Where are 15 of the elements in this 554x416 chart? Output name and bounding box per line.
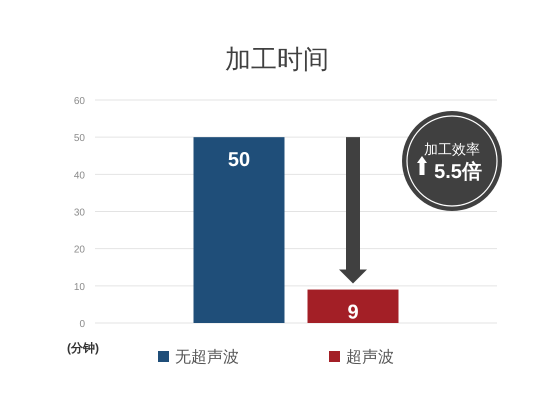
y-tick-label: 0 xyxy=(79,319,86,330)
legend-label: 无超声波 xyxy=(175,348,239,366)
y-axis-title: (分钟) xyxy=(67,341,99,355)
data-label: 50 xyxy=(228,149,250,172)
y-tick-label: 50 xyxy=(74,133,86,144)
y-tick-label: 30 xyxy=(74,208,86,218)
y-tick-label: 60 xyxy=(74,96,86,107)
y-tick-label: 10 xyxy=(74,282,86,293)
annotation: 加工效率 xyxy=(424,141,480,157)
y-tick-label: 20 xyxy=(74,244,86,256)
data-label: 9 xyxy=(347,302,359,324)
legend-label: 超声波 xyxy=(346,348,394,366)
y-tick-label: 40 xyxy=(74,170,86,182)
annotation: 5.5倍 xyxy=(434,160,482,183)
chart-title: 加工时间 xyxy=(225,44,329,74)
